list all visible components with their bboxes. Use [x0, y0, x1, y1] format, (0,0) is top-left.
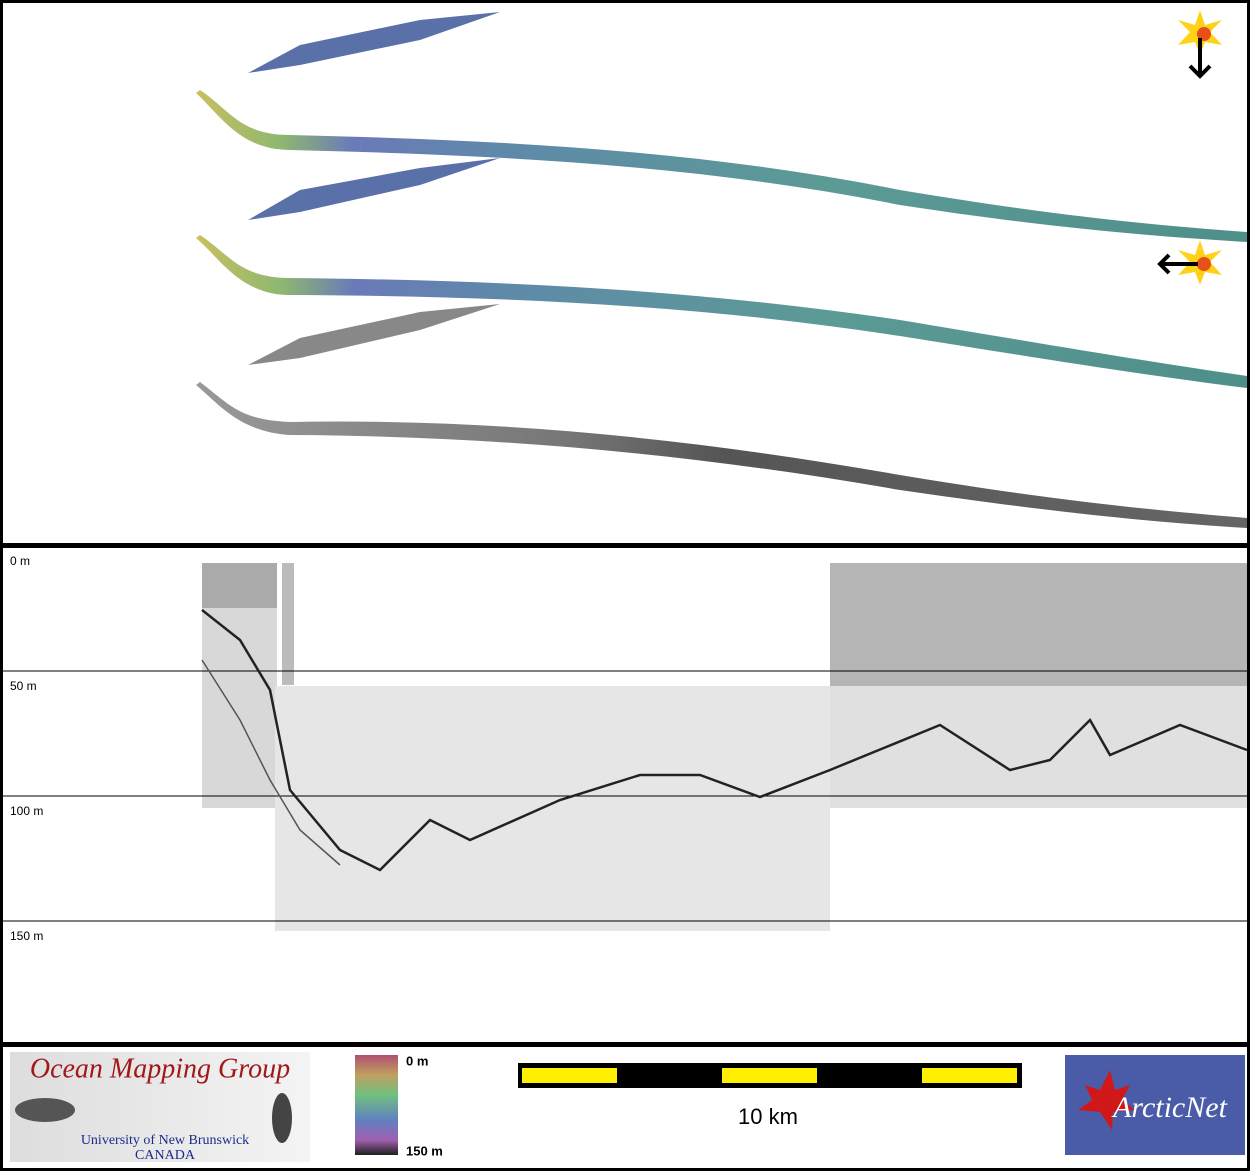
profile-panel: 0 m 50 m 100 m 150 m — [0, 554, 1250, 943]
scalebar-label: 10 km — [738, 1104, 798, 1129]
seafloor-multiple — [201, 659, 341, 866]
seafloor — [201, 609, 1248, 872]
swath — [248, 12, 500, 73]
swath — [196, 90, 1247, 242]
profile-data — [282, 563, 294, 685]
swath — [248, 158, 500, 220]
map-panel — [196, 10, 1247, 528]
depth-label: 100 m — [10, 804, 43, 818]
maple-leaf — [1078, 1070, 1135, 1130]
logo-text: CANADA — [135, 1148, 196, 1163]
depth-label: 50 m — [10, 679, 37, 693]
divider — [0, 1042, 1250, 1047]
profile-data — [202, 563, 277, 608]
sun-icon — [1178, 10, 1222, 79]
logo-title: Ocean Mapping Group — [30, 1053, 290, 1084]
sun-icon — [1157, 240, 1222, 285]
profile-data — [830, 563, 1247, 686]
partner-logo: ArcticNet — [1111, 1091, 1228, 1124]
depth-label: 0 m — [10, 554, 30, 568]
logo-graphic — [15, 1098, 75, 1122]
footer: Ocean Mapping Group University of New Br… — [10, 1052, 1245, 1163]
scalebar-segment — [722, 1068, 817, 1083]
divider — [0, 543, 1250, 548]
logo-text: University of New Brunswick — [81, 1133, 249, 1148]
swath — [196, 382, 1247, 528]
colorbar — [355, 1055, 398, 1155]
swath — [196, 235, 1247, 388]
depth-label: 150 m — [10, 929, 43, 943]
swath — [248, 304, 500, 365]
colorbar-label: 150 m — [406, 1143, 443, 1158]
profile-data — [275, 686, 830, 931]
logo-graphic — [272, 1093, 292, 1143]
scalebar-segment — [922, 1068, 1017, 1083]
colorbar-label: 0 m — [406, 1053, 428, 1068]
scalebar-segment — [522, 1068, 617, 1083]
